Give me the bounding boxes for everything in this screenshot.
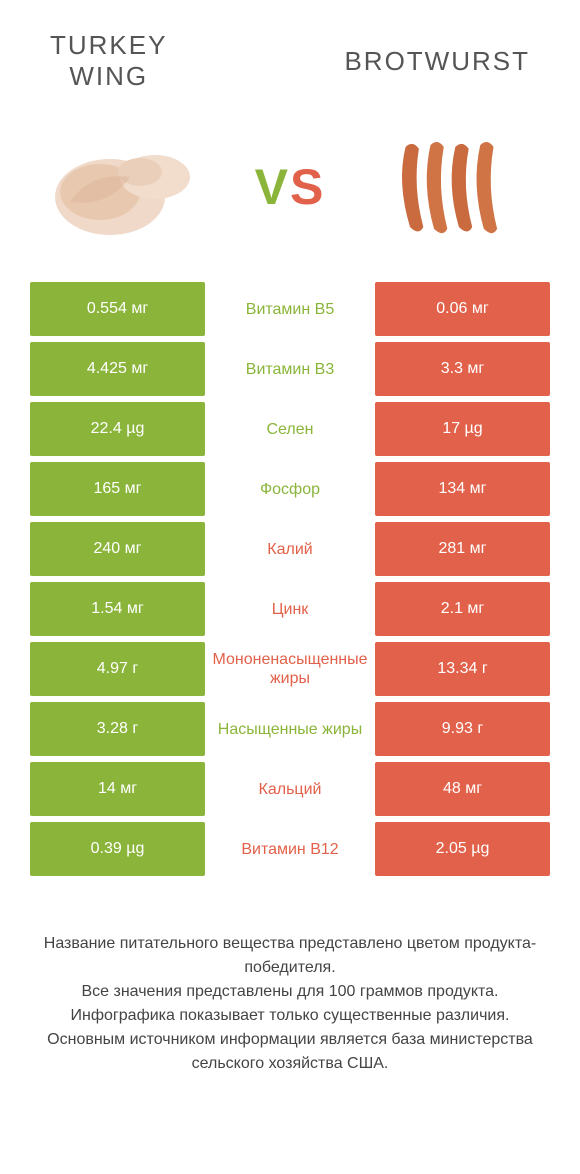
- turkey-wing-image: [40, 122, 220, 252]
- footer-notes: Название питательного вещества представл…: [0, 882, 580, 1076]
- footer-line-1: Название питательного вещества представл…: [30, 932, 550, 980]
- vs-s-letter: S: [290, 159, 325, 215]
- right-food-title: BROTWURST: [344, 46, 530, 77]
- nutrient-name-cell: Кальций: [205, 762, 375, 816]
- right-value-cell: 281 мг: [375, 522, 550, 576]
- footer-line-4: Основным источником информации является …: [30, 1028, 550, 1076]
- right-value-cell: 2.05 µg: [375, 822, 550, 876]
- nutrient-name-cell: Мононенасыщенные жиры: [205, 642, 375, 696]
- nutrient-name-cell: Витамин B12: [205, 822, 375, 876]
- right-value-cell: 134 мг: [375, 462, 550, 516]
- right-value-cell: 13.34 г: [375, 642, 550, 696]
- left-value-cell: 240 мг: [30, 522, 205, 576]
- vs-label: VS: [255, 158, 326, 216]
- footer-line-2: Все значения представлены для 100 граммо…: [30, 980, 550, 1004]
- nutrient-name-cell: Селен: [205, 402, 375, 456]
- right-value-cell: 48 мг: [375, 762, 550, 816]
- right-value-cell: 9.93 г: [375, 702, 550, 756]
- comparison-table: 0.554 мгВитамин B50.06 мг4.425 мгВитамин…: [0, 282, 580, 876]
- nutrient-name-cell: Насыщенные жиры: [205, 702, 375, 756]
- right-value-cell: 2.1 мг: [375, 582, 550, 636]
- left-value-cell: 4.97 г: [30, 642, 205, 696]
- table-row: 240 мгКалий281 мг: [30, 522, 550, 576]
- table-row: 14 мгКальций48 мг: [30, 762, 550, 816]
- nutrient-name-cell: Цинк: [205, 582, 375, 636]
- footer-line-3: Инфографика показывает только существенн…: [30, 1004, 550, 1028]
- left-value-cell: 4.425 мг: [30, 342, 205, 396]
- left-value-cell: 165 мг: [30, 462, 205, 516]
- left-value-cell: 0.554 мг: [30, 282, 205, 336]
- left-value-cell: 14 мг: [30, 762, 205, 816]
- left-value-cell: 1.54 мг: [30, 582, 205, 636]
- left-food-title: TURKEY WING: [50, 30, 167, 92]
- table-row: 4.425 мгВитамин B33.3 мг: [30, 342, 550, 396]
- table-row: 0.39 µgВитамин B122.05 µg: [30, 822, 550, 876]
- left-value-cell: 3.28 г: [30, 702, 205, 756]
- table-row: 22.4 µgСелен17 µg: [30, 402, 550, 456]
- vs-v-letter: V: [255, 159, 290, 215]
- table-row: 0.554 мгВитамин B50.06 мг: [30, 282, 550, 336]
- table-row: 1.54 мгЦинк2.1 мг: [30, 582, 550, 636]
- header: TURKEY WING BROTWURST: [0, 0, 580, 102]
- right-value-cell: 3.3 мг: [375, 342, 550, 396]
- table-row: 4.97 гМононенасыщенные жиры13.34 г: [30, 642, 550, 696]
- brotwurst-image: [360, 122, 540, 252]
- table-row: 3.28 гНасыщенные жиры9.93 г: [30, 702, 550, 756]
- right-value-cell: 17 µg: [375, 402, 550, 456]
- nutrient-name-cell: Фосфор: [205, 462, 375, 516]
- table-row: 165 мгФосфор134 мг: [30, 462, 550, 516]
- nutrient-name-cell: Витамин B3: [205, 342, 375, 396]
- right-value-cell: 0.06 мг: [375, 282, 550, 336]
- images-row: VS: [0, 102, 580, 282]
- left-value-cell: 0.39 µg: [30, 822, 205, 876]
- left-value-cell: 22.4 µg: [30, 402, 205, 456]
- nutrient-name-cell: Калий: [205, 522, 375, 576]
- nutrient-name-cell: Витамин B5: [205, 282, 375, 336]
